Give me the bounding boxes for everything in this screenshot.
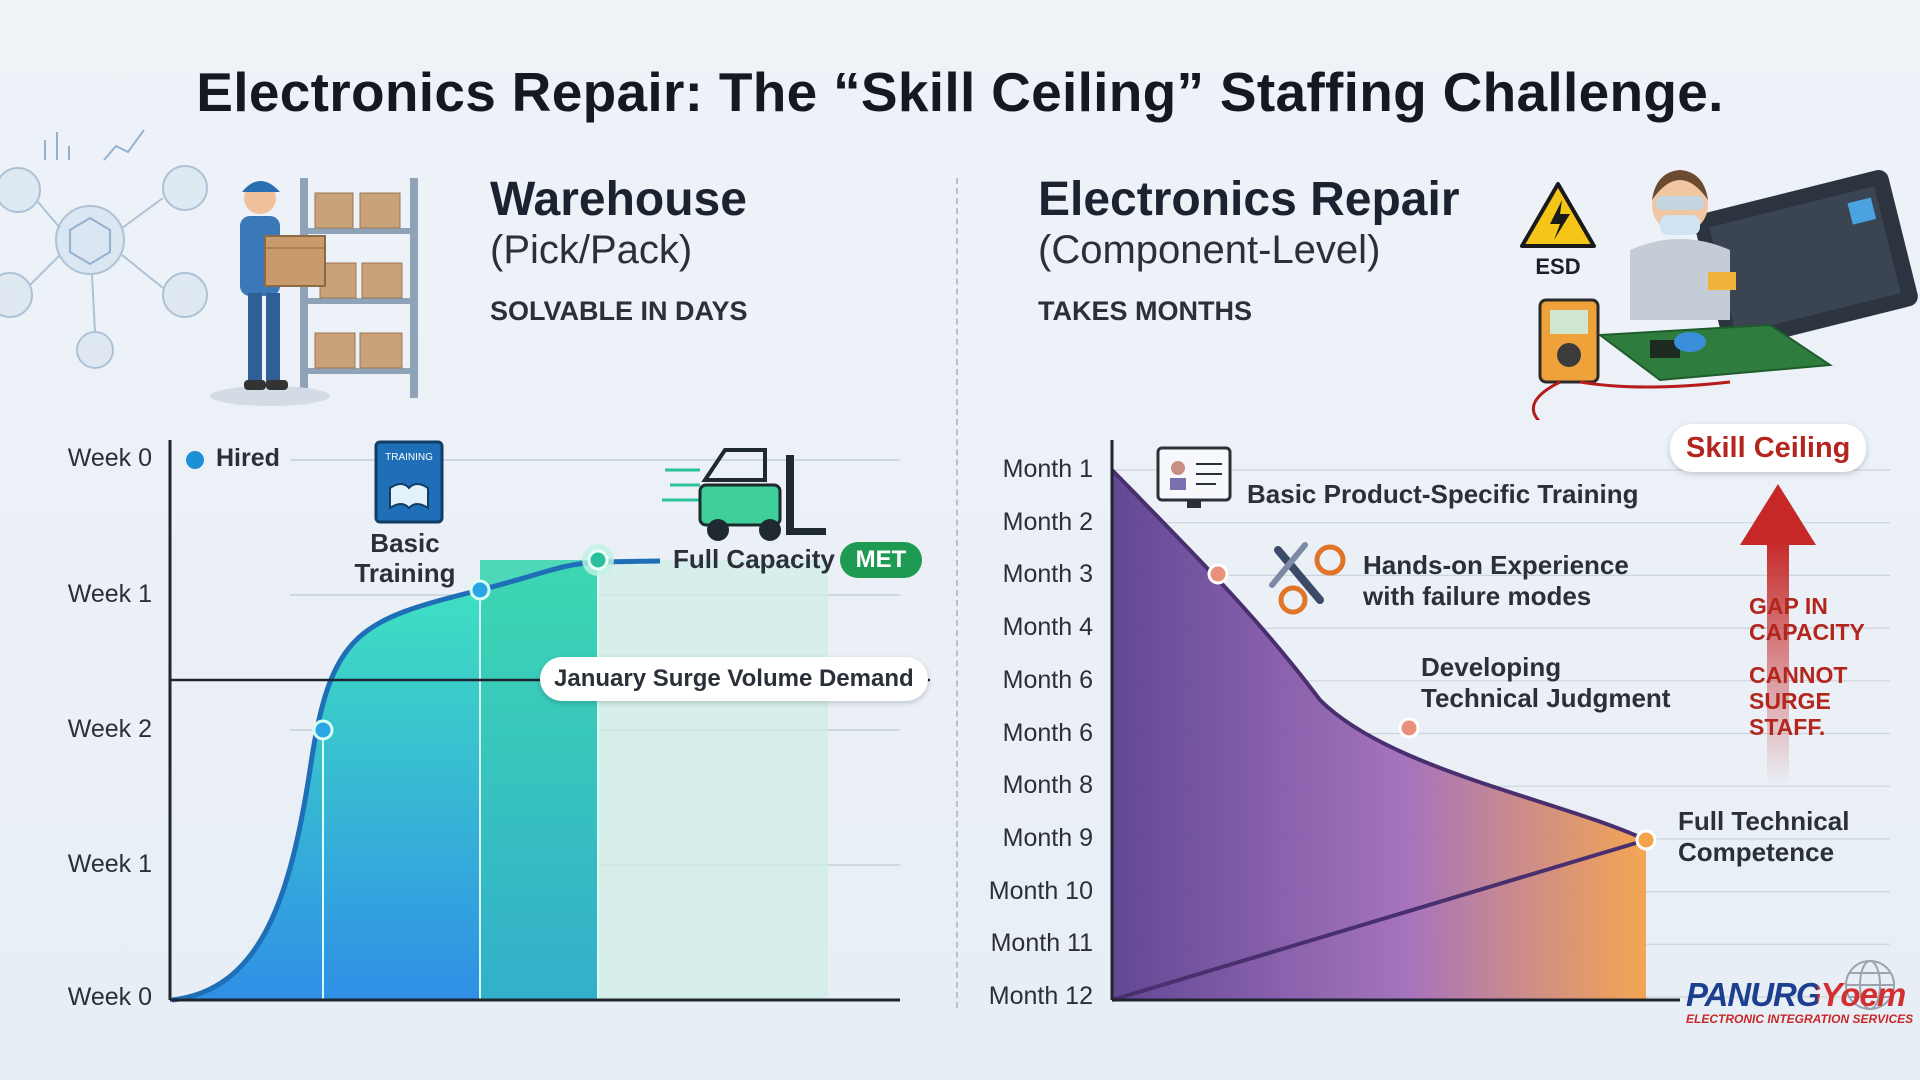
milestone-basic-training-label: Basic Product-Specific Training <box>1247 479 1639 509</box>
company-logo: PANURGYoem <box>1686 976 1906 1014</box>
gap-arrow-head <box>1740 484 1816 545</box>
competence-rise-line <box>1111 838 1647 1002</box>
esd-label: ESD <box>1535 254 1581 279</box>
repair-technician-illustration <box>1531 170 1918 420</box>
week-tick-1: Week 1 <box>67 580 152 608</box>
warehouse-worker-illustration <box>210 178 418 406</box>
repair-subheading: (Component-Level) <box>1038 228 1381 272</box>
month-tick-label: Month 9 <box>1002 823 1093 852</box>
gap-arrow-shaft <box>1767 540 1789 785</box>
company-logo-text: PANURGYoem <box>1686 976 1906 1013</box>
section-divider <box>956 178 958 1008</box>
month-tick-label: Month 4 <box>1002 613 1093 642</box>
repair-heading: Electronics Repair <box>1038 173 1460 226</box>
logistics-network-icon <box>0 129 208 369</box>
week-tick-3: Week 1 <box>67 850 152 878</box>
month-tick-label: Month 12 <box>988 982 1093 1010</box>
full-capacity-label: Full Capacity <box>673 544 835 574</box>
warehouse-heading: Warehouse <box>490 173 747 226</box>
repair-skill-area <box>1112 470 1646 1000</box>
repair-milestone-2 <box>1207 563 1229 585</box>
training-book-label: TRAINING <box>385 452 433 463</box>
basic-training-label: Basic Training <box>354 528 456 588</box>
week-tick-0: Week 0 <box>67 444 152 472</box>
met-badge: MET <box>840 542 922 578</box>
repair-decline-curve <box>1110 468 1647 842</box>
curve-point-1 <box>312 719 334 741</box>
month-tick-label: Month 6 <box>1002 665 1093 694</box>
forklift-icon <box>662 448 826 541</box>
milestone-competence-label: Full Technical Competence <box>1678 806 1850 867</box>
warehouse-curve-area-b <box>172 590 480 1000</box>
cannot-surge-staff-label: CANNOT SURGE STAFF. <box>1749 662 1848 740</box>
page-title: Electronics Repair: The “Skill Ceiling” … <box>196 61 1724 123</box>
full-capacity-point <box>587 549 609 571</box>
warehouse-ramp-chart: TRAINING <box>168 440 930 1003</box>
tools-gears-icon <box>1269 542 1346 615</box>
training-book-icon: TRAINING <box>374 440 444 524</box>
milestone-judgment-label: Developing Technical Judgment <box>1421 652 1671 713</box>
month-tick-label: Month 6 <box>1002 718 1093 747</box>
month-tick-label: Month 10 <box>988 876 1093 905</box>
month-tick-label: Month 1 <box>1002 455 1093 483</box>
month-tick-label: Month 8 <box>1002 771 1093 800</box>
repair-milestone-3 <box>1398 717 1420 739</box>
repair-tagline: TAKES MONTHS <box>1038 296 1252 326</box>
week-tick-4: Week 0 <box>67 983 152 1011</box>
week-tick-2: Week 2 <box>67 715 152 743</box>
warehouse-tagline: SOLVABLE IN DAYS <box>490 296 748 326</box>
month-tick-label: Month 2 <box>1002 507 1093 536</box>
month-tick-label: Month 3 <box>1002 560 1093 589</box>
globe-logo-icon <box>1845 960 1895 1010</box>
month-tick-label: Month 11 <box>990 929 1093 958</box>
company-tagline: ELECTRONIC INTEGRATION SERVICES <box>1686 1012 1914 1026</box>
warehouse-ramp-curve <box>171 558 661 1003</box>
warehouse-fill-band <box>480 560 598 1000</box>
gap-in-capacity-label: GAP IN CAPACITY <box>1749 593 1865 645</box>
warehouse-subheading: (Pick/Pack) <box>490 228 693 272</box>
hired-legend-dot <box>186 451 204 469</box>
skill-ceiling-badge: Skill Ceiling <box>1670 424 1867 472</box>
repair-ramp-chart <box>1110 440 1890 1002</box>
curve-point-2 <box>469 579 491 601</box>
milestone-hands-on-label: Hands-on Experience with failure modes <box>1363 550 1629 611</box>
capacity-plateau-band <box>598 560 828 1000</box>
repair-milestone-4 <box>1635 829 1657 851</box>
hired-legend-label: Hired <box>216 444 280 472</box>
january-surge-label: January Surge Volume Demand <box>540 657 928 701</box>
presentation-monitor-icon <box>1156 446 1232 508</box>
esd-warning-icon <box>1520 182 1596 248</box>
